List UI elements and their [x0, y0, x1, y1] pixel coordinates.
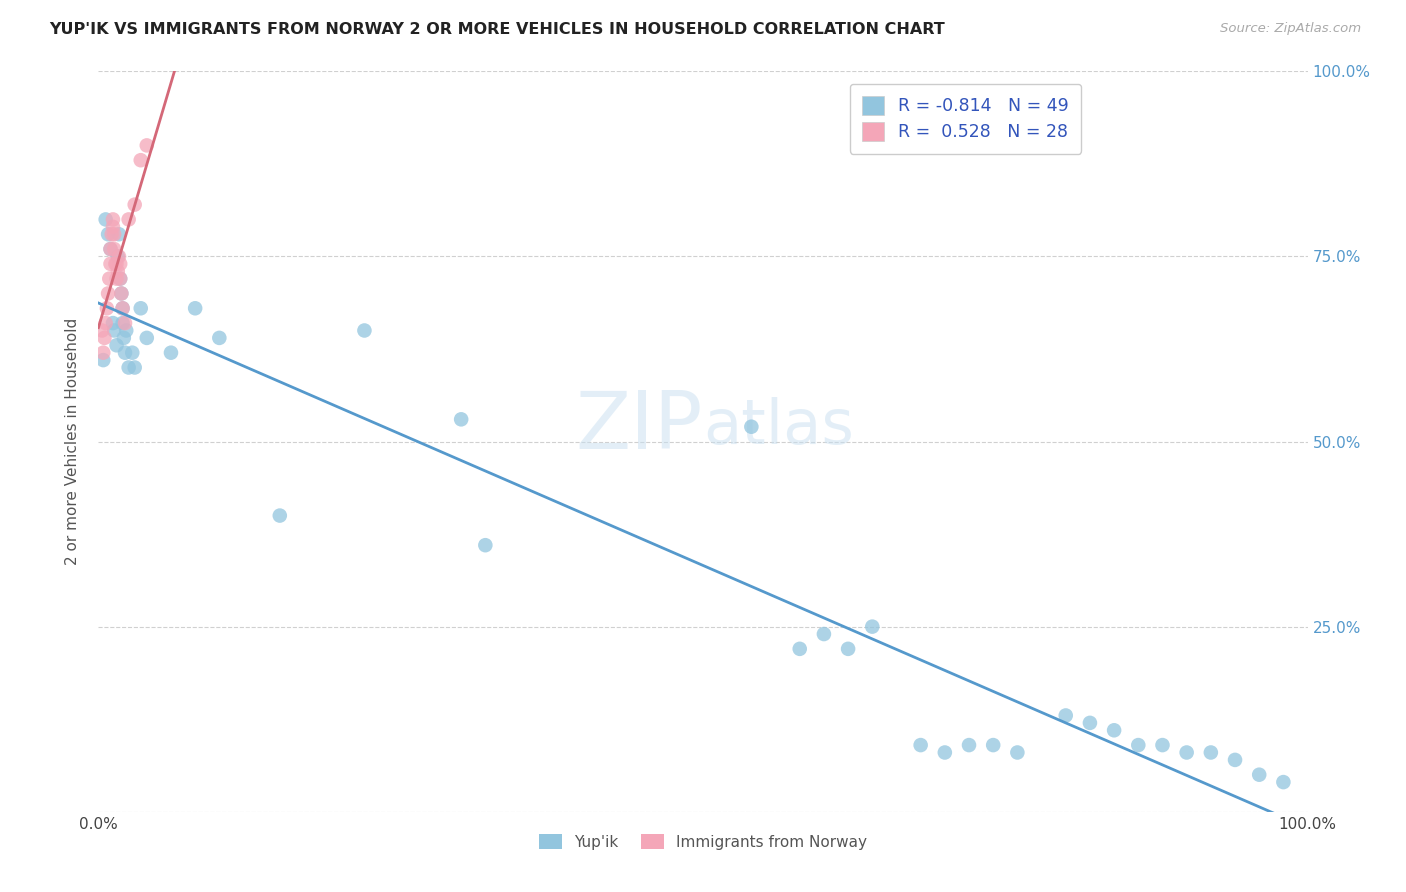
Point [101, 212, 124, 227]
Point [118, 360, 141, 375]
Point [208, 331, 231, 345]
Point [160, 345, 183, 359]
Point [121, 345, 143, 359]
Point [108, 271, 131, 285]
Point [105, 271, 128, 285]
Y-axis label: 2 or more Vehicles in Household: 2 or more Vehicles in Household [65, 318, 80, 566]
Point [124, 197, 146, 211]
Point [97, 227, 120, 242]
Point [957, 738, 980, 752]
Point [97, 286, 120, 301]
Point [135, 331, 157, 345]
Point [96, 301, 118, 316]
Point [98, 271, 121, 285]
Point [111, 301, 134, 316]
Point [91, 345, 114, 359]
Text: YUP'IK VS IMMIGRANTS FROM NORWAY 2 OR MORE VEHICLES IN HOUSEHOLD CORRELATION CHA: YUP'IK VS IMMIGRANTS FROM NORWAY 2 OR MO… [49, 22, 945, 37]
Point [112, 331, 135, 345]
Point [184, 301, 207, 316]
Point [1249, 767, 1271, 781]
Point [103, 242, 125, 256]
Point [94, 316, 117, 330]
Point [111, 316, 134, 330]
Point [100, 257, 122, 271]
Point [1128, 738, 1150, 752]
Point [114, 316, 136, 330]
Point [100, 242, 122, 256]
Text: atlas: atlas [703, 397, 853, 457]
Point [107, 264, 129, 278]
Point [108, 257, 131, 271]
Point [1102, 723, 1125, 738]
Point [269, 508, 291, 523]
Point [111, 301, 134, 316]
Point [101, 316, 124, 330]
Point [135, 138, 157, 153]
Point [450, 412, 472, 426]
Point [474, 538, 496, 552]
Point [981, 738, 1004, 752]
Point [934, 746, 956, 760]
Point [103, 227, 125, 242]
Point [129, 301, 152, 316]
Point [100, 242, 122, 256]
Point [1152, 738, 1174, 752]
Point [1175, 746, 1198, 760]
Point [108, 227, 131, 242]
Point [1223, 753, 1246, 767]
Point [1272, 775, 1295, 789]
Point [860, 619, 883, 633]
Point [115, 324, 138, 338]
Point [910, 738, 932, 752]
Point [124, 360, 146, 375]
Point [105, 257, 128, 271]
Point [107, 250, 129, 264]
Point [789, 641, 811, 656]
Point [108, 250, 131, 264]
Point [105, 338, 128, 352]
Point [740, 419, 762, 434]
Point [103, 324, 125, 338]
Point [129, 153, 152, 168]
Point [114, 345, 136, 359]
Point [91, 324, 114, 338]
Point [813, 627, 835, 641]
Point [353, 324, 375, 338]
Point [837, 641, 859, 656]
Text: ZIP: ZIP [575, 388, 703, 466]
Point [104, 257, 127, 271]
Point [101, 219, 124, 234]
Point [108, 271, 131, 285]
Point [93, 331, 115, 345]
Point [94, 212, 117, 227]
Point [110, 286, 132, 301]
Legend: Yup'ik, Immigrants from Norway: Yup'ik, Immigrants from Norway [533, 828, 873, 856]
Point [1054, 708, 1077, 723]
Point [110, 286, 132, 301]
Point [91, 353, 114, 368]
Point [1007, 746, 1029, 760]
Text: Source: ZipAtlas.com: Source: ZipAtlas.com [1220, 22, 1361, 36]
Point [1199, 746, 1222, 760]
Point [1078, 715, 1101, 730]
Point [118, 212, 141, 227]
Point [100, 227, 122, 242]
